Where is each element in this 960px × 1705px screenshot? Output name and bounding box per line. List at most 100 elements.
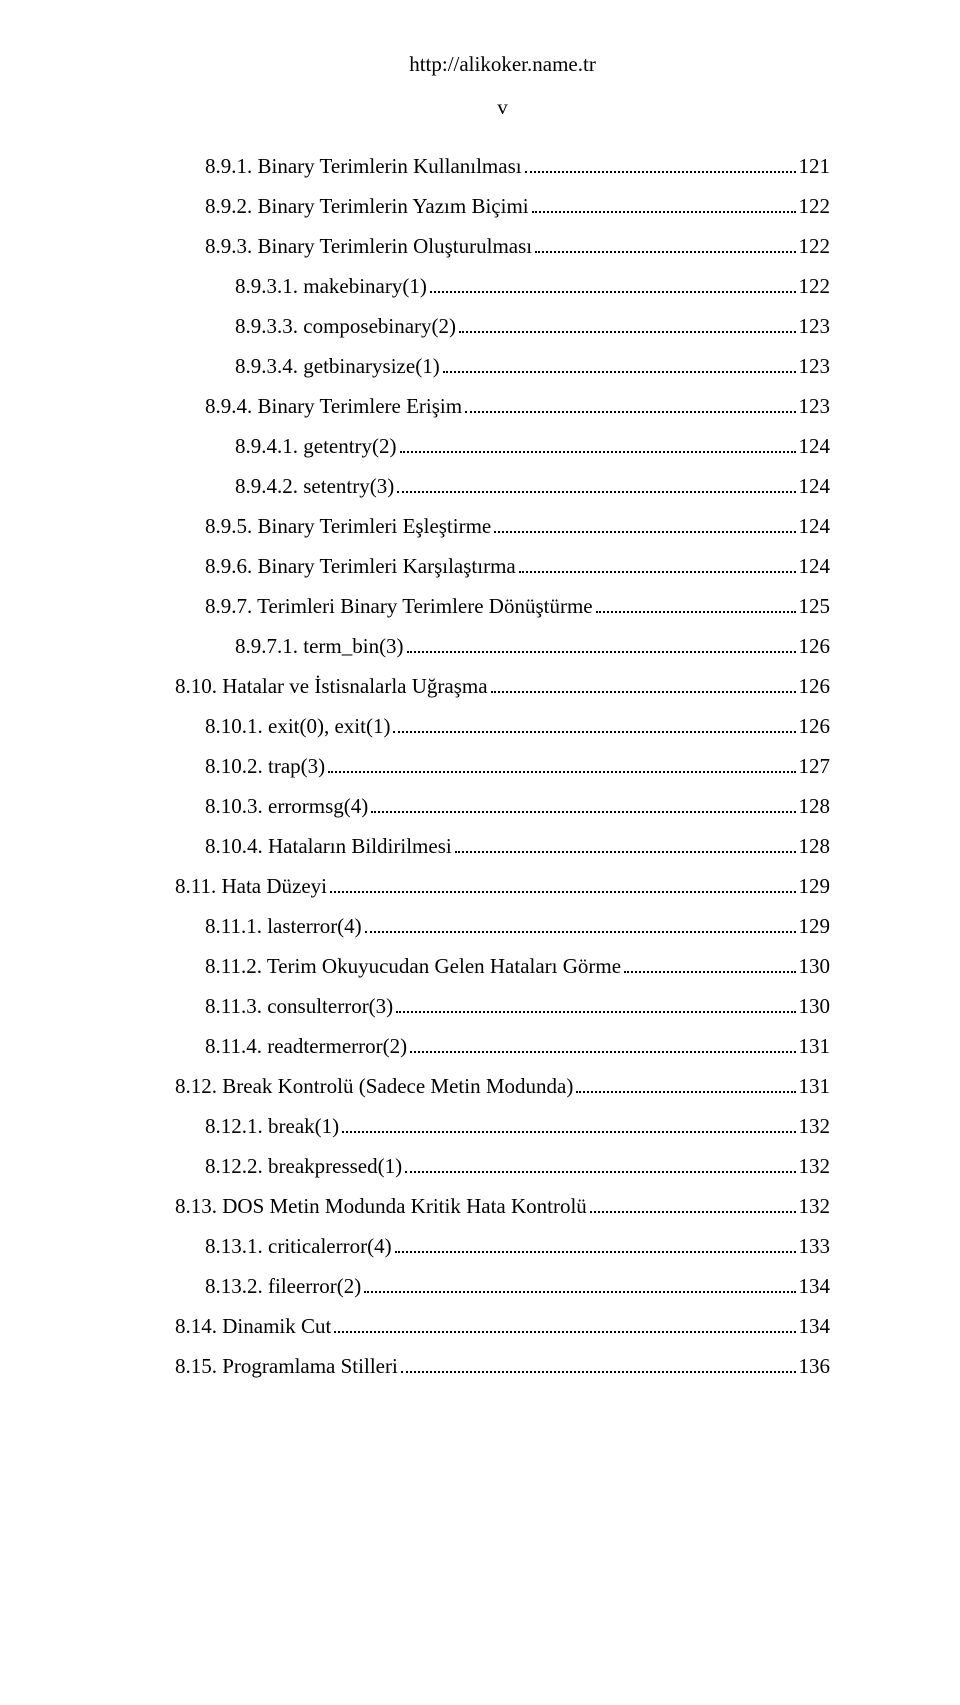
toc-entry-label: 8.9.3. Binary Terimlerin Oluşturulması bbox=[205, 236, 532, 257]
toc-entry-page: 125 bbox=[799, 596, 831, 617]
toc-entry-page: 124 bbox=[799, 436, 831, 457]
toc-leader-dots bbox=[624, 971, 795, 973]
toc-entry: 8.12. Break Kontrolü (Sadece Metin Modun… bbox=[175, 1076, 830, 1097]
toc-entry: 8.9.4. Binary Terimlere Erişim 123 bbox=[175, 396, 830, 417]
toc-entry-page: 127 bbox=[799, 756, 831, 777]
toc-entry-page: 122 bbox=[799, 236, 831, 257]
toc-entry: 8.10.2. trap(3) 127 bbox=[175, 756, 830, 777]
toc-entry-label: 8.14. Dinamik Cut bbox=[175, 1316, 331, 1337]
toc-leader-dots bbox=[393, 731, 795, 733]
toc-entry-label: 8.9.3.3. composebinary(2) bbox=[235, 316, 456, 337]
toc-leader-dots bbox=[405, 1171, 795, 1173]
toc-entry-page: 130 bbox=[799, 996, 831, 1017]
toc-entry: 8.10. Hatalar ve İstisnalarla Uğraşma126 bbox=[175, 676, 830, 697]
toc-entry: 8.9.6. Binary Terimleri Karşılaştırma 124 bbox=[175, 556, 830, 577]
toc-entry-page: 129 bbox=[799, 876, 831, 897]
roman-page-number: v bbox=[175, 95, 830, 120]
toc-entry: 8.10.1. exit(0), exit(1)126 bbox=[175, 716, 830, 737]
toc-leader-dots bbox=[596, 611, 796, 613]
toc-entry-label: 8.9.4.1. getentry(2) bbox=[235, 436, 397, 457]
toc-leader-dots bbox=[465, 411, 795, 413]
toc-entry-page: 131 bbox=[799, 1076, 831, 1097]
toc-entry-page: 134 bbox=[799, 1276, 831, 1297]
toc-entry: 8.9.4.2. setentry(3)124 bbox=[175, 476, 830, 497]
toc-entry: 8.9.4.1. getentry(2) 124 bbox=[175, 436, 830, 457]
toc-entry-label: 8.13.2. fileerror(2) bbox=[205, 1276, 361, 1297]
toc-entry: 8.13. DOS Metin Modunda Kritik Hata Kont… bbox=[175, 1196, 830, 1217]
toc-entry-page: 130 bbox=[799, 956, 831, 977]
toc-entry: 8.9.7.1. term_bin(3)126 bbox=[175, 636, 830, 657]
toc-leader-dots bbox=[430, 291, 796, 293]
toc-entry-page: 122 bbox=[799, 196, 831, 217]
toc-entry-label: 8.9.2. Binary Terimlerin Yazım Biçimi bbox=[205, 196, 529, 217]
toc-entry: 8.15. Programlama Stilleri136 bbox=[175, 1356, 830, 1377]
toc-entry-label: 8.9.6. Binary Terimleri Karşılaştırma bbox=[205, 556, 516, 577]
toc-entry-page: 128 bbox=[799, 836, 831, 857]
toc-entry: 8.9.5. Binary Terimleri Eşleştirme 124 bbox=[175, 516, 830, 537]
toc-leader-dots bbox=[407, 651, 796, 653]
toc-entry-page: 124 bbox=[799, 476, 831, 497]
toc-leader-dots bbox=[397, 491, 795, 493]
toc-entry-label: 8.9.3.1. makebinary(1) bbox=[235, 276, 427, 297]
toc-entry-page: 132 bbox=[799, 1116, 831, 1137]
toc-entry-page: 134 bbox=[799, 1316, 831, 1337]
toc-leader-dots bbox=[525, 171, 796, 173]
toc-leader-dots bbox=[532, 211, 796, 213]
toc-leader-dots bbox=[371, 811, 795, 813]
toc-entry-page: 131 bbox=[799, 1036, 831, 1057]
toc-entry: 8.9.7. Terimleri Binary Terimlere Dönüşt… bbox=[175, 596, 830, 617]
toc-entry: 8.10.4. Hataların Bildirilmesi128 bbox=[175, 836, 830, 857]
toc-entry: 8.11.2. Terim Okuyucudan Gelen Hataları … bbox=[175, 956, 830, 977]
toc-entry-page: 124 bbox=[799, 556, 831, 577]
toc-entry-label: 8.10.2. trap(3) bbox=[205, 756, 325, 777]
toc-entry: 8.9.3. Binary Terimlerin Oluşturulması 12… bbox=[175, 236, 830, 257]
toc-leader-dots bbox=[342, 1131, 795, 1133]
toc-entry-page: 129 bbox=[799, 916, 831, 937]
toc-entry: 8.13.2. fileerror(2) 134 bbox=[175, 1276, 830, 1297]
toc-leader-dots bbox=[396, 1011, 795, 1013]
toc-leader-dots bbox=[494, 531, 795, 533]
toc-entry: 8.12.2. breakpressed(1) 132 bbox=[175, 1156, 830, 1177]
toc-entry-page: 128 bbox=[799, 796, 831, 817]
toc-leader-dots bbox=[410, 1051, 795, 1053]
toc-entry-label: 8.10.3. errormsg(4) bbox=[205, 796, 368, 817]
toc-entry-label: 8.11.3. consulterror(3) bbox=[205, 996, 393, 1017]
toc-entry-label: 8.9.4. Binary Terimlere Erişim bbox=[205, 396, 462, 417]
toc-entry: 8.11.3. consulterror(3) 130 bbox=[175, 996, 830, 1017]
toc-entry-label: 8.9.7. Terimleri Binary Terimlere Dönüşt… bbox=[205, 596, 593, 617]
toc-entry: 8.9.1. Binary Terimlerin Kullanılması121 bbox=[175, 156, 830, 177]
document-page: http://alikoker.name.tr v 8.9.1. Binary … bbox=[0, 0, 960, 1456]
toc-entry-label: 8.13.1. criticalerror(4) bbox=[205, 1236, 392, 1257]
table-of-contents: 8.9.1. Binary Terimlerin Kullanılması121… bbox=[175, 156, 830, 1377]
toc-leader-dots bbox=[400, 451, 796, 453]
toc-leader-dots bbox=[334, 1331, 795, 1333]
toc-entry-page: 124 bbox=[799, 516, 831, 537]
toc-entry-label: 8.9.3.4. getbinarysize(1) bbox=[235, 356, 440, 377]
toc-entry-page: 126 bbox=[799, 636, 831, 657]
toc-entry-label: 8.12.1. break(1) bbox=[205, 1116, 339, 1137]
toc-entry-page: 123 bbox=[799, 396, 831, 417]
toc-entry-label: 8.11.4. readtermerror(2) bbox=[205, 1036, 407, 1057]
toc-entry-label: 8.9.5. Binary Terimleri Eşleştirme bbox=[205, 516, 491, 537]
toc-entry-label: 8.12.2. breakpressed(1) bbox=[205, 1156, 402, 1177]
toc-entry-label: 8.12. Break Kontrolü (Sadece Metin Modun… bbox=[175, 1076, 573, 1097]
toc-entry-page: 123 bbox=[799, 356, 831, 377]
toc-leader-dots bbox=[328, 771, 795, 773]
toc-entry: 8.9.2. Binary Terimlerin Yazım Biçimi 122 bbox=[175, 196, 830, 217]
toc-entry: 8.9.3.1. makebinary(1) 122 bbox=[175, 276, 830, 297]
toc-leader-dots bbox=[590, 1211, 796, 1213]
toc-entry-page: 132 bbox=[799, 1156, 831, 1177]
toc-entry-page: 133 bbox=[799, 1236, 831, 1257]
header-url: http://alikoker.name.tr bbox=[175, 52, 830, 77]
toc-entry-page: 126 bbox=[799, 716, 831, 737]
toc-leader-dots bbox=[330, 891, 795, 893]
toc-entry-page: 122 bbox=[799, 276, 831, 297]
toc-leader-dots bbox=[576, 1091, 795, 1093]
toc-entry-page: 136 bbox=[799, 1356, 831, 1377]
toc-entry: 8.11. Hata Düzeyi129 bbox=[175, 876, 830, 897]
toc-leader-dots bbox=[491, 691, 796, 693]
toc-leader-dots bbox=[364, 1291, 795, 1293]
toc-entry-label: 8.11.2. Terim Okuyucudan Gelen Hataları … bbox=[205, 956, 621, 977]
toc-entry-label: 8.10. Hatalar ve İstisnalarla Uğraşma bbox=[175, 676, 488, 697]
toc-entry: 8.12.1. break(1) 132 bbox=[175, 1116, 830, 1137]
